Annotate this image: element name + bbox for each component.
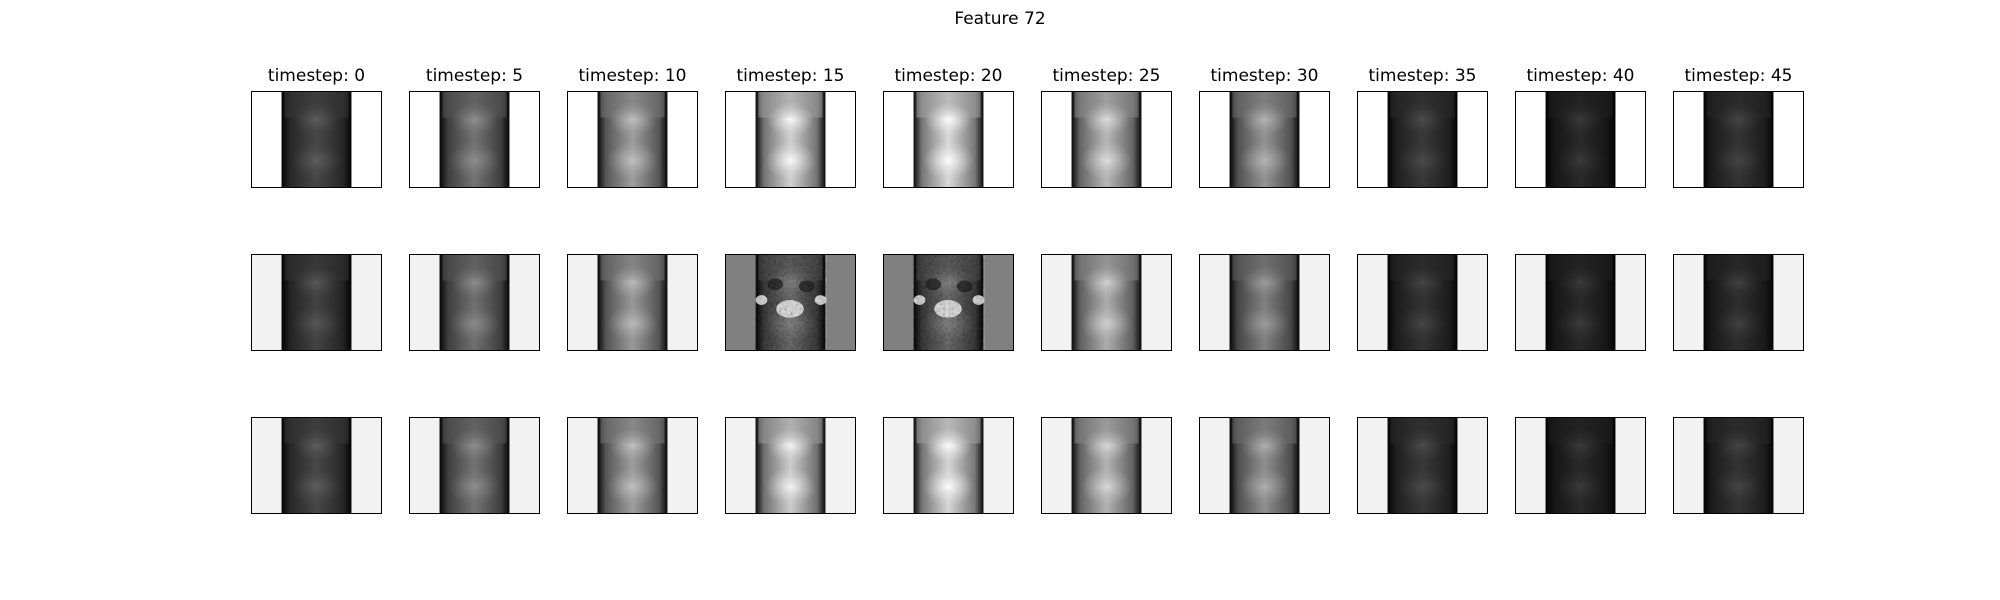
image-panel: [1199, 417, 1330, 514]
image-panel: [1041, 254, 1172, 351]
image-panel: [725, 417, 856, 514]
column-title: timestep: 30: [1210, 66, 1319, 86]
column-title: timestep: 20: [894, 66, 1003, 86]
column-title: timestep: 10: [578, 66, 687, 86]
image-panel: [725, 91, 856, 188]
image-panel: [1515, 91, 1646, 188]
image-panel: [1357, 254, 1488, 351]
image-panel: [1515, 417, 1646, 514]
figure-title: Feature 72: [954, 9, 1046, 29]
column-title: timestep: 25: [1052, 66, 1161, 86]
image-panel: [883, 417, 1014, 514]
image-panel: [883, 254, 1014, 351]
image-panel: [1515, 254, 1646, 351]
image-panel: [1199, 91, 1330, 188]
image-panel: [1041, 417, 1172, 514]
column-title: timestep: 40: [1526, 66, 1635, 86]
column-title: timestep: 0: [267, 66, 366, 86]
image-panel: [409, 417, 540, 514]
image-panel: [725, 254, 856, 351]
image-panel: [1199, 254, 1330, 351]
image-panel: [883, 91, 1014, 188]
image-panel: [567, 254, 698, 351]
image-panel: [251, 417, 382, 514]
image-panel: [1673, 254, 1804, 351]
image-panel: [1357, 417, 1488, 514]
image-panel: [409, 91, 540, 188]
image-panel: [1041, 91, 1172, 188]
column-title: timestep: 15: [736, 66, 845, 86]
column-title: timestep: 35: [1368, 66, 1477, 86]
image-panel: [251, 254, 382, 351]
image-panel: [567, 91, 698, 188]
image-panel: [1673, 417, 1804, 514]
column-title: timestep: 5: [425, 66, 524, 86]
image-panel: [567, 417, 698, 514]
image-panel: [1357, 91, 1488, 188]
image-panel: [251, 91, 382, 188]
image-panel: [1673, 91, 1804, 188]
image-panel: [409, 254, 540, 351]
column-title: timestep: 45: [1684, 66, 1793, 86]
